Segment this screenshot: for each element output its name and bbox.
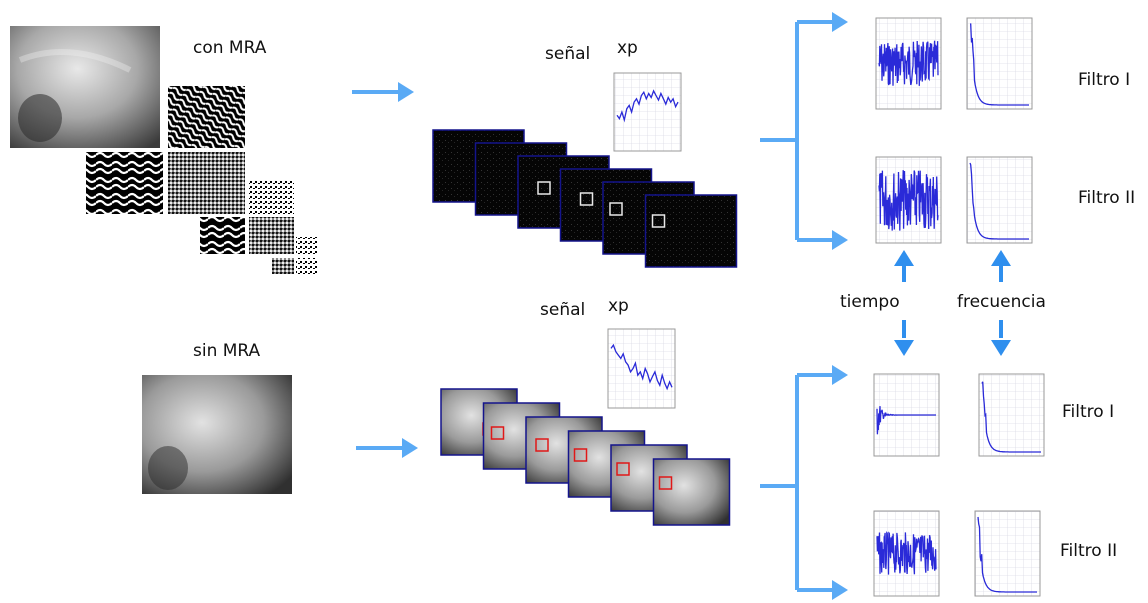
wavelet-band-2 bbox=[86, 152, 163, 214]
arrows-frecuencia-up-head bbox=[991, 250, 1011, 266]
plot-freq-filtro2-top-line bbox=[969, 162, 1029, 240]
frames-top-roi-6 bbox=[651, 214, 666, 228]
wavelet-band-6 bbox=[249, 217, 294, 254]
wavelet-band-4 bbox=[249, 180, 294, 214]
wavelet-band-5 bbox=[200, 217, 245, 254]
frames-bottom-frame-6 bbox=[652, 458, 731, 526]
arrows-frecuencia-down-head bbox=[991, 340, 1011, 356]
bracket-top-bottom-head bbox=[832, 230, 848, 250]
plot-time-filtro1-bottom-line bbox=[876, 406, 936, 435]
plot-time-filtro1-top-line bbox=[878, 40, 939, 86]
frames-bottom-roi-2 bbox=[490, 426, 505, 440]
signal-xp-top-box bbox=[613, 72, 682, 152]
frames-top-roi-3 bbox=[537, 181, 551, 195]
face-shadow-bottom bbox=[148, 446, 188, 490]
plot-time-filtro2-top-line bbox=[878, 170, 939, 231]
arrows-tiempo-down-head bbox=[894, 340, 914, 356]
wavelet-band-8 bbox=[272, 258, 294, 274]
arrows-tiempo-up-head bbox=[894, 250, 914, 266]
arrow-to-frames-bottom-head bbox=[402, 438, 418, 458]
signal-xp-bottom-line bbox=[610, 343, 673, 391]
label-filtro-2-top: Filtro II bbox=[1078, 188, 1136, 208]
plot-freq-filtro2-top-box bbox=[966, 156, 1033, 244]
frames-bottom-roi-6 bbox=[658, 476, 673, 490]
face-shadow-top bbox=[18, 94, 62, 142]
label-xp-top: xp bbox=[617, 38, 638, 58]
label-senal-bottom: señal bbox=[540, 300, 586, 320]
frames-bottom-roi-4 bbox=[573, 448, 588, 462]
label-filtro-1-bottom: Filtro I bbox=[1062, 402, 1115, 422]
frames-top-frame-6 bbox=[644, 194, 738, 268]
wavelet-band-9 bbox=[296, 258, 318, 274]
signal-xp-bottom-box bbox=[607, 328, 676, 409]
label-filtro-1-top: Filtro I bbox=[1078, 70, 1131, 90]
label-frecuencia: frecuencia bbox=[957, 292, 1046, 312]
wavelet-band-1 bbox=[168, 86, 245, 148]
label-senal-top: señal bbox=[545, 44, 591, 64]
plot-freq-filtro1-top-line bbox=[970, 23, 1029, 106]
label-sin-mra: sin MRA bbox=[193, 341, 261, 361]
arrow-to-frames-top-head bbox=[398, 82, 414, 102]
face-highlight-top bbox=[18, 49, 132, 73]
label-filtro-2-bottom: Filtro II bbox=[1060, 541, 1118, 561]
plot-freq-filtro1-top-box bbox=[966, 17, 1033, 110]
plot-freq-filtro1-bottom-line bbox=[981, 381, 1041, 453]
signal-xp-top-line bbox=[616, 89, 679, 123]
wavelet-band-7 bbox=[296, 237, 318, 255]
plot-freq-filtro1-bottom-box bbox=[978, 373, 1045, 457]
frames-bottom-roi-3 bbox=[535, 438, 549, 452]
plot-freq-filtro2-bottom-box bbox=[974, 510, 1041, 597]
frames-top-roi-4 bbox=[579, 192, 594, 206]
bracket-top-top-head bbox=[832, 12, 848, 32]
plot-freq-filtro2-bottom-line bbox=[977, 516, 1037, 593]
frames-top-roi-5 bbox=[609, 202, 623, 216]
plot-time-filtro2-bottom-line bbox=[876, 531, 937, 575]
bracket-bottom-top-head bbox=[832, 365, 848, 385]
label-tiempo: tiempo bbox=[840, 292, 900, 312]
wavelet-band-3 bbox=[168, 152, 245, 214]
frames-bottom-roi-5 bbox=[616, 462, 630, 476]
label-xp-bottom: xp bbox=[608, 296, 629, 316]
label-con-mra: con MRA bbox=[193, 38, 267, 58]
bracket-bottom-bottom-head bbox=[832, 580, 848, 600]
